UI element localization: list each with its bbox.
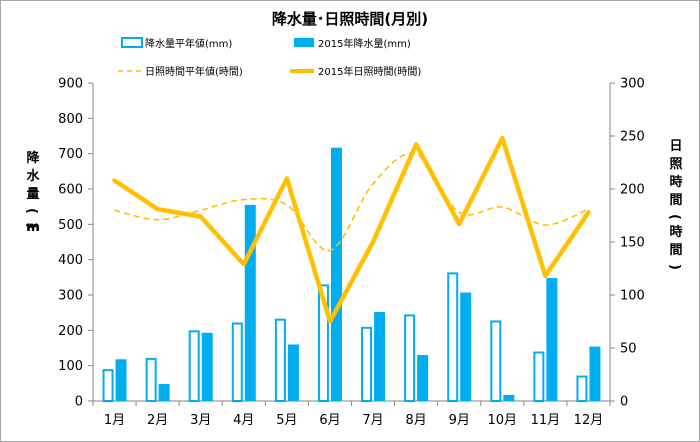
y-right-title-char: 間 (669, 193, 682, 208)
y-left-tick-label: 900 (58, 77, 83, 92)
x-tick-label: 10月 (488, 413, 518, 428)
x-tick-label: 11月 (531, 413, 561, 428)
legend-label-2015-sunshine: 2015年日照時間(時間) (318, 65, 421, 78)
y-right-tick-label: 300 (620, 77, 645, 92)
y-left-tick-label: 200 (58, 324, 83, 339)
y-right-tick-label: 150 (620, 236, 645, 251)
y-right-title-char: 間 (669, 243, 682, 258)
x-tick-label: 3月 (190, 413, 211, 428)
bar-normal-precip (231, 322, 243, 402)
line-normal-sunshine (114, 152, 589, 252)
x-tick-label: 5月 (276, 413, 297, 428)
y-right-title-char: 時 (669, 174, 682, 190)
chart-title: 降水量･日照時間(月別) (272, 10, 428, 28)
y-left-tick-label: 700 (58, 147, 83, 162)
y-left-title-char: ) (24, 223, 39, 229)
x-tick-label: 8月 (405, 413, 426, 428)
legend-label-2015-precip: 2015年降水量(mm) (318, 37, 411, 50)
x-tick-label: 4月 (233, 413, 254, 428)
bar-2015-precip (374, 311, 386, 401)
bar-2015-precip (287, 344, 299, 401)
x-tick-label: 1月 (104, 413, 125, 428)
bar-normal-precip (102, 369, 114, 403)
lines (112, 135, 591, 324)
legend: 降水量平年値(mm) 2015年降水量(mm) 日照時間平年値(時間) 2015… (118, 37, 421, 78)
y-right-title-char: ) (667, 264, 682, 270)
bar-normal-precip (361, 326, 373, 402)
x-tick-label: 7月 (362, 413, 383, 428)
bar-2015-precip (330, 147, 342, 401)
bar-2015-precip (115, 359, 127, 401)
y-left-title-char: 水 (26, 168, 40, 184)
y-right-title-char: 時 (669, 224, 682, 240)
y-right-tick-label: 50 (620, 342, 637, 357)
bar-2015-precip (589, 346, 601, 401)
x-tick-label: 12月 (574, 413, 604, 428)
y-left-title-char: m (26, 220, 40, 235)
y-right-title-char: 照 (669, 157, 682, 172)
axis-titles: 降水量(mm)日照時間(時間) (24, 139, 683, 270)
bar-normal-precip (188, 330, 200, 403)
y-left-title-char: m (26, 220, 40, 235)
bars (102, 147, 601, 403)
x-tick-label: 2月 (147, 413, 168, 428)
y-left-title-char: 量 (26, 187, 39, 202)
x-tick-label: 6月 (319, 413, 340, 428)
bar-normal-precip (490, 320, 502, 402)
bar-2015-precip (244, 204, 256, 401)
bar-normal-precip (145, 357, 157, 403)
x-tick-label: 9月 (449, 413, 470, 428)
bar-normal-precip (533, 351, 545, 402)
bar-normal-precip (447, 272, 459, 402)
y-left-tick-label: 500 (58, 218, 83, 233)
bar-normal-precip (404, 314, 416, 402)
axes: 0 100 200 300 400 500 600 700 800 900 0 50 100 150 200… (58, 77, 645, 429)
legend-swatch-2015-precip (294, 38, 314, 47)
y-left-tick-label: 0 (75, 395, 83, 410)
bar-2015-precip (503, 394, 515, 401)
bar-normal-precip (576, 375, 588, 402)
bar-2015-precip (417, 355, 429, 401)
y-left-tick-label: 400 (58, 253, 83, 268)
y-right-title-char: ( (667, 214, 682, 220)
y-right-tick-label: 100 (620, 289, 645, 304)
y-right-tick-label: 0 (620, 395, 628, 410)
y-left-title-char: 降 (26, 150, 40, 166)
y-left-tick-label: 800 (58, 112, 83, 127)
y-left-tick-label: 300 (58, 289, 83, 304)
bar-2015-precip (158, 384, 170, 401)
bar-2015-precip (460, 292, 472, 401)
y-left-title-char: ( (24, 208, 39, 214)
bar-2015-precip (546, 278, 558, 401)
legend-label-normal-sunshine: 日照時間平年値(時間) (145, 65, 243, 78)
legend-swatch-normal-precip (121, 37, 143, 48)
y-left-tick-label: 100 (58, 359, 83, 374)
bar-normal-precip (274, 318, 286, 403)
line-2015-sunshine (112, 135, 591, 324)
legend-label-normal-precip: 降水量平年値(mm) (145, 37, 232, 50)
y-right-tick-label: 200 (620, 183, 645, 198)
y-right-tick-label: 250 (620, 130, 645, 145)
bar-normal-precip (317, 284, 329, 402)
y-left-tick-label: 600 (58, 183, 83, 198)
y-right-title-char: 日 (669, 139, 682, 154)
bar-2015-precip (201, 332, 213, 401)
